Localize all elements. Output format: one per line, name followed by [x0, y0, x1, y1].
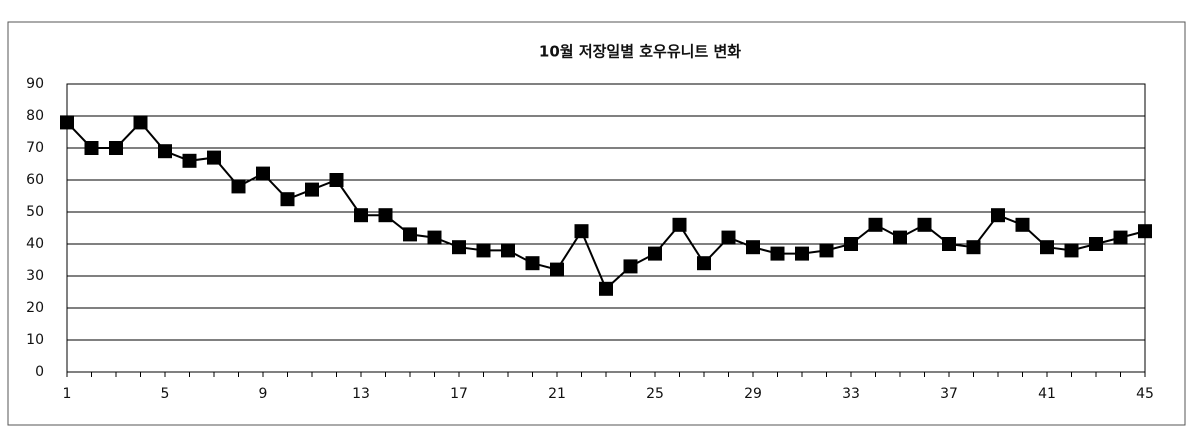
- y-tick-label: 10: [26, 332, 44, 348]
- point-marker: [133, 115, 148, 130]
- point-marker: [574, 224, 589, 239]
- y-tick-label: 90: [26, 76, 44, 92]
- point-marker: [378, 208, 393, 223]
- x-tick-label: 33: [842, 386, 860, 402]
- point-marker: [158, 144, 172, 159]
- x-tick-label: 1: [63, 386, 72, 402]
- point-marker: [452, 240, 466, 255]
- chart-title: 10월 저장일별 호우유니트 변화: [539, 43, 741, 61]
- point-marker: [844, 237, 858, 251]
- point-marker: [207, 150, 221, 165]
- point-marker: [672, 217, 687, 232]
- point-marker: [256, 166, 270, 181]
- point-marker: [109, 141, 123, 155]
- point-marker: [280, 192, 295, 207]
- point-marker: [1113, 230, 1128, 245]
- x-tick-label: 29: [744, 386, 762, 402]
- x-tick-label: 13: [352, 386, 370, 402]
- point-marker: [991, 208, 1005, 223]
- frame: [7, 21, 1186, 426]
- point-marker: [427, 230, 442, 245]
- point-marker: [476, 243, 491, 258]
- point-marker: [550, 262, 564, 277]
- x-tick-label: 9: [259, 386, 268, 402]
- point-marker: [697, 256, 711, 271]
- point-marker: [966, 240, 981, 255]
- point-marker: [84, 141, 99, 155]
- point-marker: [917, 217, 932, 232]
- point-marker: [795, 246, 809, 261]
- point-marker: [1138, 224, 1152, 239]
- y-tick-label: 20: [26, 300, 44, 316]
- x-tick-label: 41: [1038, 386, 1056, 402]
- y-tick-label: 80: [26, 108, 44, 124]
- point-marker: [305, 182, 319, 197]
- series-line: [66, 120, 1146, 291]
- point-marker: [1015, 217, 1030, 232]
- point-marker: [893, 230, 907, 245]
- point-marker: [648, 246, 662, 261]
- x-tick-label: 45: [1136, 386, 1154, 402]
- point-marker: [1040, 240, 1054, 255]
- point-marker: [623, 259, 638, 274]
- point-marker: [942, 237, 956, 251]
- point-marker: [721, 230, 736, 245]
- point-marker: [868, 217, 883, 232]
- point-marker: [501, 243, 515, 258]
- point-marker: [746, 240, 760, 255]
- point-marker: [525, 256, 540, 271]
- point-marker: [231, 179, 246, 194]
- point-marker: [354, 208, 368, 223]
- point-marker: [182, 153, 197, 168]
- point-marker: [1064, 243, 1079, 258]
- y-tick-label: 30: [26, 268, 44, 284]
- y-tick-label: 70: [26, 140, 44, 156]
- x-tick-label: 37: [940, 386, 958, 402]
- x-tick-label: 25: [646, 386, 664, 402]
- y-tick-label: 60: [26, 172, 44, 188]
- plot-area: [66, 83, 1146, 373]
- x-tick-label: 17: [450, 386, 468, 402]
- point-marker: [1089, 237, 1103, 251]
- y-tick-label: 40: [26, 236, 44, 252]
- point-marker: [819, 243, 834, 258]
- point-marker: [60, 115, 74, 130]
- y-tick-label: 50: [26, 204, 44, 220]
- point-marker: [329, 173, 344, 187]
- y-tick-label: 0: [35, 364, 44, 380]
- point-marker: [770, 246, 785, 261]
- x-tick-label: 5: [161, 386, 170, 402]
- x-tick-label: 21: [548, 386, 566, 402]
- point-marker: [599, 281, 613, 296]
- point-marker: [403, 227, 417, 242]
